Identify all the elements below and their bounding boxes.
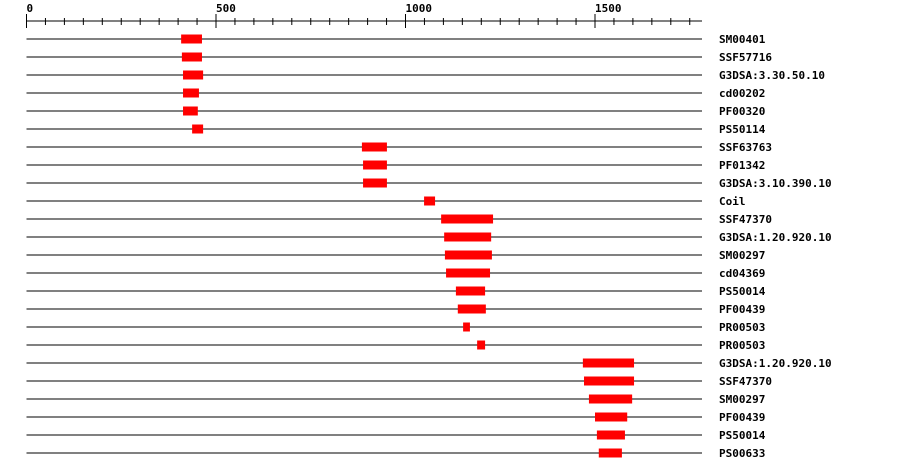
tick-label: 500 bbox=[216, 2, 236, 15]
tick-label: 1500 bbox=[595, 2, 622, 15]
domain-bar bbox=[455, 286, 486, 296]
domain-bar bbox=[441, 214, 494, 224]
domain-bar bbox=[444, 250, 492, 260]
domain-bar bbox=[424, 196, 436, 206]
domain-label: G3DSA:1.20.920.10 bbox=[719, 357, 832, 370]
tick-label: 1000 bbox=[406, 2, 433, 15]
domain-bar bbox=[582, 358, 635, 368]
domain-label: SSF57716 bbox=[719, 51, 772, 64]
domain-label: cd00202 bbox=[719, 87, 765, 100]
tick-label: 0 bbox=[27, 2, 34, 15]
domain-bar bbox=[183, 106, 198, 116]
domain-bar bbox=[444, 232, 492, 242]
domain-label: SSF47370 bbox=[719, 375, 772, 388]
domain-label: PF00320 bbox=[719, 105, 765, 118]
domain-bar bbox=[181, 34, 202, 44]
domain-bar bbox=[183, 88, 199, 98]
domain-bar bbox=[584, 376, 635, 386]
domain-label: PS00633 bbox=[719, 447, 765, 460]
domain-bar bbox=[183, 70, 204, 80]
domain-bar bbox=[598, 448, 622, 458]
domain-bar bbox=[363, 178, 387, 188]
domain-label: PS50014 bbox=[719, 285, 766, 298]
domain-label: SSF47370 bbox=[719, 213, 772, 226]
domain-label: PR00503 bbox=[719, 321, 765, 334]
domain-label: PF00439 bbox=[719, 303, 765, 316]
domain-label: G3DSA:3.10.390.10 bbox=[719, 177, 832, 190]
domain-label: G3DSA:1.20.920.10 bbox=[719, 231, 832, 244]
domain-label: PS50114 bbox=[719, 123, 766, 136]
domain-label: Coil bbox=[719, 195, 746, 208]
domain-bar bbox=[181, 52, 202, 62]
domain-bar bbox=[363, 160, 387, 170]
domain-bar bbox=[595, 412, 628, 422]
domain-bar bbox=[477, 340, 486, 350]
domain-label: SM00401 bbox=[719, 33, 766, 46]
domain-bar bbox=[446, 268, 491, 278]
domain-label: PS50014 bbox=[719, 429, 766, 442]
domain-label: SM00297 bbox=[719, 249, 765, 262]
domain-label: PR00503 bbox=[719, 339, 765, 352]
domain-label: G3DSA:3.30.50.10 bbox=[719, 69, 825, 82]
domain-bar bbox=[457, 304, 486, 314]
domain-label: PF00439 bbox=[719, 411, 765, 424]
domain-bar bbox=[361, 142, 387, 152]
domain-bar bbox=[192, 124, 204, 134]
domain-label: PF01342 bbox=[719, 159, 765, 172]
domain-bar bbox=[596, 430, 625, 440]
domain-label: SSF63763 bbox=[719, 141, 772, 154]
domain-bar bbox=[463, 322, 470, 332]
domain-bar bbox=[588, 394, 633, 404]
domain-label: SM00297 bbox=[719, 393, 765, 406]
domain-label: cd04369 bbox=[719, 267, 765, 280]
